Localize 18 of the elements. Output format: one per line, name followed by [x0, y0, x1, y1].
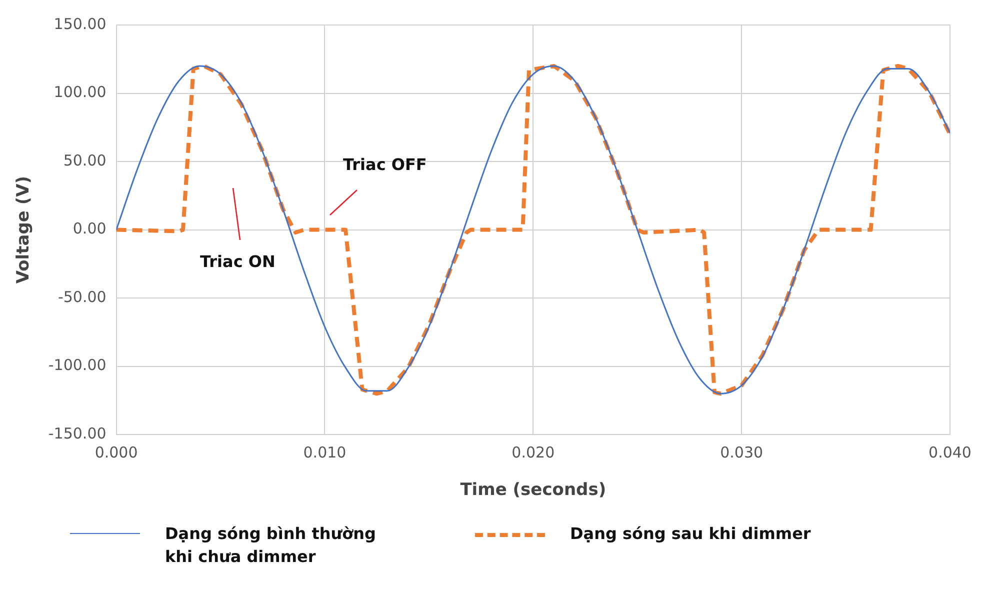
annotation: Triac ON [200, 252, 276, 271]
x-tick-label: 0.010 [303, 443, 346, 462]
legend-label: Dạng sóng bình thường khi chưa dimmer [165, 523, 377, 568]
x-tick-label: 0.030 [720, 443, 764, 462]
y-tick-label: 150.00 [54, 14, 106, 33]
y-tick-label: -100.00 [48, 356, 106, 374]
x-tick-label: 0.040 [928, 443, 972, 462]
y-tick-label: 0.00 [72, 220, 106, 238]
y-tick-label: 100.00 [54, 83, 106, 102]
annotation: Triac OFF [343, 155, 427, 174]
x-tick-label: 0.000 [94, 443, 138, 462]
y-tick-label: -50.00 [58, 288, 106, 306]
legend-label: Dạng sóng sau khi dimmer [570, 523, 811, 545]
x-axis-title: Time (seconds) [460, 480, 606, 500]
y-tick-label: -150.00 [48, 424, 106, 442]
y-axis-title: Voltage (V) [14, 176, 34, 284]
x-tick-label: 0.020 [512, 443, 555, 462]
y-tick-label: 50.00 [63, 151, 106, 170]
